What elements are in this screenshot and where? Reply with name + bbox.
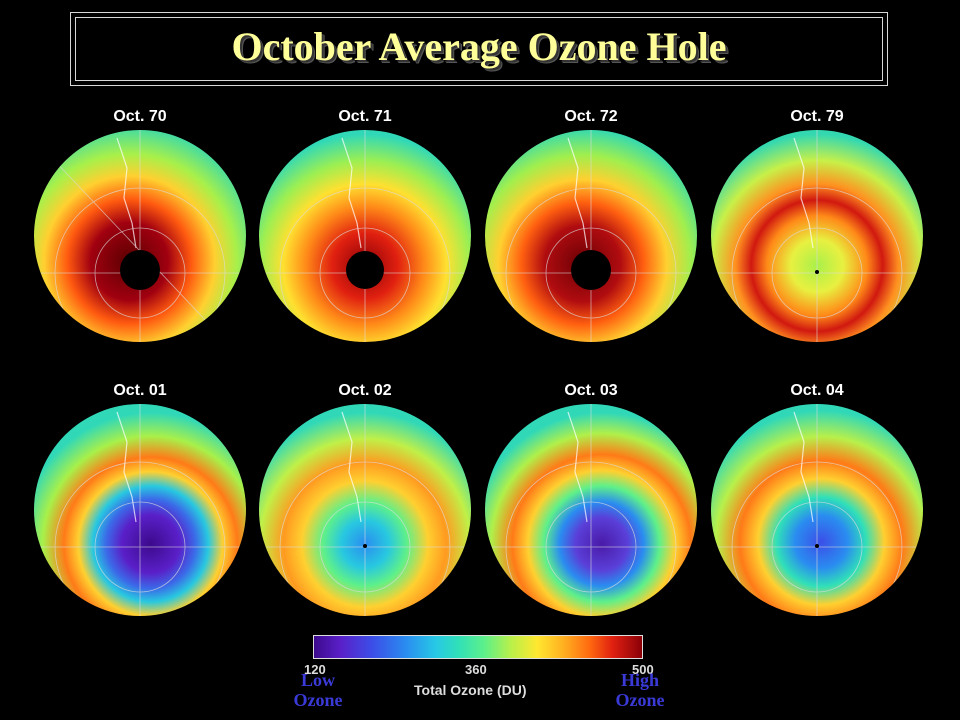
ozone-colorbar bbox=[313, 635, 643, 659]
ozone-globe-map bbox=[34, 130, 246, 342]
panel-label: Oct. 03 bbox=[564, 382, 618, 399]
ozone-globe-map bbox=[34, 404, 246, 616]
map-panel-oct-70: Oct. 70 bbox=[30, 108, 250, 348]
page-title: October Average Ozone Hole bbox=[231, 24, 727, 69]
colorbar-tick-max: 500 bbox=[632, 662, 654, 677]
map-panel-oct-01: Oct. 01 bbox=[30, 382, 250, 622]
ozone-globe-map bbox=[259, 130, 471, 342]
colorbar-title: Total Ozone (DU) bbox=[414, 682, 527, 698]
colorbar-tick-mid: 360 bbox=[465, 662, 487, 677]
ozone-globe-map bbox=[485, 130, 697, 342]
panel-label: Oct. 70 bbox=[113, 108, 167, 125]
low-ozone-label: Low Ozone bbox=[278, 670, 358, 710]
panel-label: Oct. 79 bbox=[790, 108, 844, 125]
panel-label: Oct. 04 bbox=[790, 382, 844, 399]
ozone-globe-map bbox=[711, 130, 923, 342]
map-panel-oct-02: Oct. 02 bbox=[255, 382, 475, 622]
high-ozone-line-2: Ozone bbox=[615, 690, 665, 710]
panel-label: Oct. 02 bbox=[338, 382, 392, 399]
map-panel-oct-03: Oct. 03 bbox=[481, 382, 701, 622]
panel-label: Oct. 01 bbox=[113, 382, 167, 399]
colorbar-tick-min: 120 bbox=[304, 662, 326, 677]
title-box: October Average Ozone Hole bbox=[70, 12, 888, 86]
map-panel-oct-04: Oct. 04 bbox=[707, 382, 927, 622]
panel-label: Oct. 72 bbox=[564, 108, 618, 125]
map-panel-oct-72: Oct. 72 bbox=[481, 108, 701, 348]
low-ozone-line-1: Low bbox=[300, 670, 335, 690]
high-ozone-label: High Ozone bbox=[600, 670, 680, 710]
map-panel-oct-71: Oct. 71 bbox=[255, 108, 475, 348]
ozone-globe-map bbox=[485, 404, 697, 616]
low-ozone-line-2: Ozone bbox=[293, 690, 343, 710]
panel-label: Oct. 71 bbox=[338, 108, 392, 125]
high-ozone-line-1: High bbox=[620, 670, 659, 690]
ozone-globe-map bbox=[711, 404, 923, 616]
ozone-globe-map bbox=[259, 404, 471, 616]
title-box-inner-border bbox=[75, 17, 883, 81]
map-panel-oct-79: Oct. 79 bbox=[707, 108, 927, 348]
